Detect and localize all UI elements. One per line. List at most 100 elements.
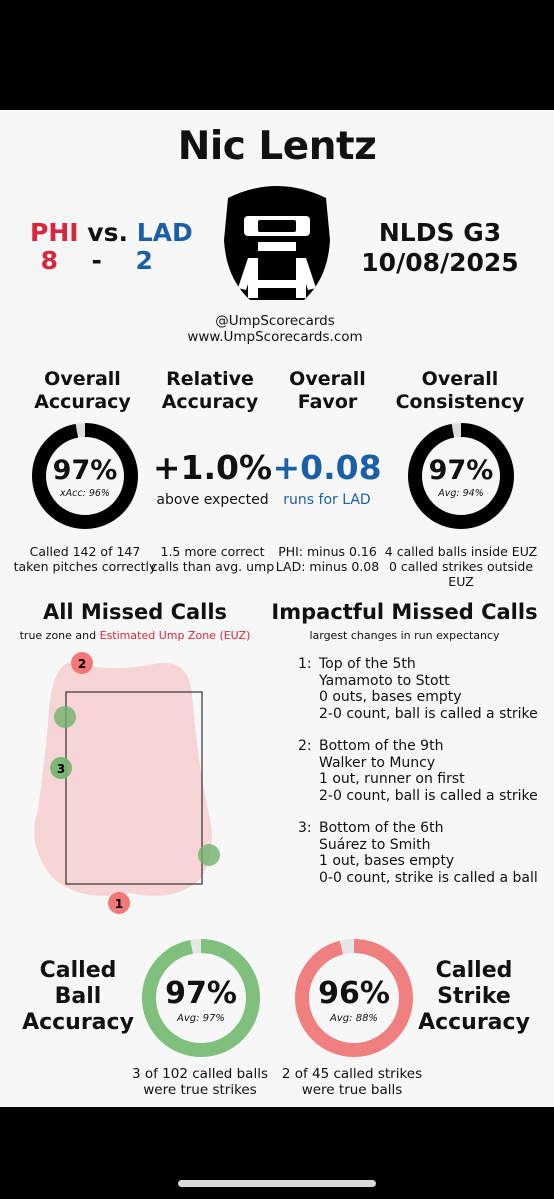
item-number: 3: — [298, 820, 312, 836]
footer-line: were true balls — [301, 1082, 403, 1098]
missed-call-marker: 1 — [108, 892, 130, 914]
footer-line: 1.5 more correct — [160, 544, 265, 559]
overall-accuracy-footer: Called 142 of 147 taken pitches correctl… — [10, 544, 160, 574]
consistency-value: 97% — [428, 455, 494, 486]
matchup: PHI vs. LAD 8 - 2 — [30, 218, 200, 275]
status-bar-area — [0, 0, 554, 110]
item-line: Yamamoto to Stott — [319, 672, 450, 689]
overall-favor-label: runs for LAD — [283, 492, 371, 508]
heading-line: Overall — [289, 368, 366, 390]
item-line: 1 out, runner on first — [319, 771, 465, 787]
heading-line: Called — [39, 958, 117, 983]
heading-line: Accuracy — [22, 1010, 134, 1035]
called-ball-ring — [142, 939, 260, 1057]
euz-region — [34, 662, 212, 896]
missed-call-marker — [54, 706, 76, 728]
relative-accuracy-footer: 1.5 more correct calls than avg. ump — [150, 544, 275, 574]
item-number: 1: — [298, 656, 312, 672]
footer-line: PHI: minus 0.16 — [278, 544, 377, 559]
impactful-missed-calls-subtitle: largest changes in run expectancy — [309, 629, 500, 642]
footer-line: LAD: minus 0.08 — [275, 559, 380, 574]
footer-line: 2 of 45 called strikes — [281, 1066, 423, 1082]
heading-line: Overall — [421, 368, 499, 390]
overall-accuracy-heading: Overall Accuracy — [20, 368, 145, 414]
vs-label: vs. — [87, 218, 128, 247]
footer-line: 0 called strikes outside EUZ — [388, 559, 534, 589]
credits-handle: @UmpScorecards — [215, 313, 335, 329]
true-strike-zone — [65, 691, 203, 885]
all-missed-calls-subtitle: true zone and Estimated Ump Zone (EUZ) — [10, 629, 260, 642]
overall-favor-heading: Overall Favor — [270, 368, 385, 414]
consistency-footer: 4 called balls inside EUZ 0 called strik… — [376, 544, 546, 589]
item-line: 2-0 count, ball is called a strike — [319, 787, 538, 804]
item-line: 2-0 count, ball is called a strike — [319, 705, 538, 722]
item-line: Bottom of the 6th — [319, 820, 444, 836]
called-strike-average: Avg: 88% — [330, 1013, 378, 1024]
called-ball-footer: 3 of 102 called balls were true strikes — [120, 1066, 280, 1098]
overall-accuracy-expected: xAcc: 96% — [60, 488, 110, 499]
footer-line: Called 142 of 147 — [29, 544, 141, 559]
heading-line: Strike — [437, 984, 511, 1009]
item-line: Suárez to Smith — [319, 836, 431, 853]
overall-accuracy-ring — [32, 423, 138, 529]
footer-line: were true strikes — [143, 1082, 257, 1098]
home-indicator[interactable] — [178, 1180, 376, 1187]
overall-favor-value: +0.08 — [272, 448, 382, 487]
impactful-missed-calls-list: 1: Top of the 5th Yamamoto to Stott 0 ou… — [298, 656, 543, 902]
relative-accuracy-label: above expected — [156, 492, 269, 508]
score-dash: - — [91, 246, 102, 275]
missed-call-marker: 2 — [71, 652, 93, 674]
impactful-missed-calls-title: Impactful Missed Calls — [271, 600, 538, 624]
subtitle-text: true zone and — [19, 629, 100, 642]
home-team: LAD — [136, 218, 193, 247]
called-ball-value: 97% — [165, 976, 237, 1011]
overall-consistency-heading: Overall Consistency — [390, 368, 530, 414]
heading-line: Relative — [166, 368, 254, 390]
missed-call-marker: 3 — [50, 757, 72, 779]
footer-line: taken pitches correctly — [13, 559, 157, 574]
svg-text:2: 2 — [78, 657, 86, 671]
consistency-average: Avg: 94% — [438, 488, 484, 499]
strike-zone-plot: 2 3 1 — [34, 652, 220, 914]
called-strike-value: 96% — [318, 976, 390, 1011]
credits: @UmpScorecards www.UmpScorecards.com — [150, 313, 400, 345]
list-item: 3: Bottom of the 6th Suárez to Smith 1 o… — [298, 820, 543, 886]
all-missed-calls-title: All Missed Calls — [42, 600, 228, 624]
relative-accuracy-heading: Relative Accuracy — [150, 368, 270, 414]
heading-line: Called — [435, 958, 513, 983]
overall-favor-footer: PHI: minus 0.16 LAD: minus 0.08 — [270, 544, 385, 574]
item-line: Walker to Muncy — [319, 754, 436, 771]
footer-line: 3 of 102 called balls — [132, 1066, 268, 1082]
credits-site: www.UmpScorecards.com — [187, 329, 363, 345]
footer-line: calls than avg. ump — [150, 559, 275, 574]
svg-text:3: 3 — [57, 762, 65, 776]
called-strike-footer: 2 of 45 called strikes were true balls — [272, 1066, 432, 1098]
umpire-name: Nic Lentz — [177, 124, 377, 169]
relative-accuracy-value: +1.0% — [152, 448, 273, 487]
away-score: 8 — [40, 246, 58, 275]
home-score: 2 — [135, 246, 153, 275]
missed-call-marker — [198, 844, 220, 866]
umpire-mask-icon — [224, 186, 330, 300]
away-team: PHI — [30, 218, 79, 247]
heading-line: Overall — [44, 368, 121, 390]
consistency-ring — [408, 423, 514, 529]
item-line: 1 out, bases empty — [319, 853, 455, 869]
item-line: 0 outs, bases empty — [319, 689, 462, 705]
item-line: Top of the 5th — [319, 656, 416, 672]
heading-line: Accuracy — [161, 391, 259, 413]
heading-line: Accuracy — [418, 1010, 530, 1035]
called-strike-accuracy-heading: Called Strike Accuracy — [414, 958, 534, 1036]
item-line: 0-0 count, strike is called a ball — [319, 869, 538, 886]
footer-line: 4 called balls inside EUZ — [384, 544, 538, 559]
heading-line: Favor — [297, 391, 358, 413]
list-item: 2: Bottom of the 9th Walker to Muncy 1 o… — [298, 738, 543, 804]
heading-line: Consistency — [395, 391, 525, 413]
overall-accuracy-value: 97% — [52, 455, 118, 486]
called-ball-average: Avg: 97% — [177, 1013, 225, 1024]
heading-line: Ball — [54, 984, 102, 1009]
item-line: Bottom of the 9th — [319, 738, 444, 754]
called-ball-accuracy-heading: Called Ball Accuracy — [18, 958, 138, 1036]
called-strike-ring — [295, 939, 413, 1057]
game-date: 10/08/2025 — [361, 248, 519, 277]
